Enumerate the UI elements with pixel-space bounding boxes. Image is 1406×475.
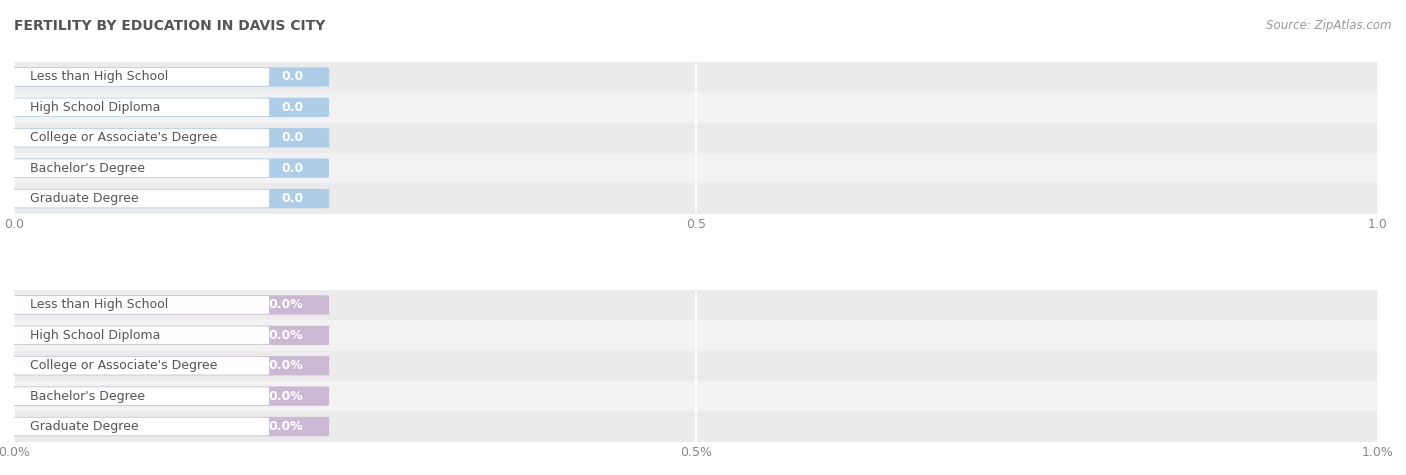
FancyBboxPatch shape [8,387,269,405]
Bar [14,320,1378,351]
FancyBboxPatch shape [8,68,269,86]
Text: Graduate Degree: Graduate Degree [31,192,139,205]
FancyBboxPatch shape [8,418,269,436]
Bar [14,153,1378,183]
FancyBboxPatch shape [7,326,329,345]
Text: 0.0%: 0.0% [269,390,304,403]
Text: 0.0: 0.0 [281,101,304,114]
Bar [14,62,1378,92]
FancyBboxPatch shape [8,98,269,116]
FancyBboxPatch shape [7,98,329,117]
Text: Graduate Degree: Graduate Degree [31,420,139,433]
Text: 0.0%: 0.0% [269,359,304,372]
Text: Less than High School: Less than High School [31,70,169,84]
Text: 0.0: 0.0 [281,70,304,84]
FancyBboxPatch shape [8,129,269,147]
Text: High School Diploma: High School Diploma [31,101,160,114]
Text: Bachelor's Degree: Bachelor's Degree [31,390,145,403]
Text: Less than High School: Less than High School [31,298,169,312]
Text: College or Associate's Degree: College or Associate's Degree [31,131,218,144]
Bar [14,183,1378,214]
FancyBboxPatch shape [7,417,329,436]
FancyBboxPatch shape [7,159,329,178]
FancyBboxPatch shape [7,295,329,314]
Bar [14,381,1378,411]
Text: 0.0%: 0.0% [269,420,304,433]
Bar [14,351,1378,381]
Text: FERTILITY BY EDUCATION IN DAVIS CITY: FERTILITY BY EDUCATION IN DAVIS CITY [14,19,325,33]
Bar [14,92,1378,123]
FancyBboxPatch shape [7,128,329,147]
Text: 0.0: 0.0 [281,192,304,205]
FancyBboxPatch shape [7,356,329,375]
FancyBboxPatch shape [8,326,269,344]
Text: High School Diploma: High School Diploma [31,329,160,342]
Text: 0.0: 0.0 [281,131,304,144]
Text: Bachelor's Degree: Bachelor's Degree [31,162,145,175]
Text: Source: ZipAtlas.com: Source: ZipAtlas.com [1267,19,1392,32]
FancyBboxPatch shape [8,159,269,177]
Bar [14,290,1378,320]
FancyBboxPatch shape [8,296,269,314]
FancyBboxPatch shape [7,67,329,86]
FancyBboxPatch shape [7,387,329,406]
Text: College or Associate's Degree: College or Associate's Degree [31,359,218,372]
FancyBboxPatch shape [8,190,269,208]
Bar [14,411,1378,442]
Bar [14,123,1378,153]
FancyBboxPatch shape [8,357,269,375]
FancyBboxPatch shape [7,189,329,208]
Text: 0.0%: 0.0% [269,298,304,312]
Text: 0.0%: 0.0% [269,329,304,342]
Text: 0.0: 0.0 [281,162,304,175]
